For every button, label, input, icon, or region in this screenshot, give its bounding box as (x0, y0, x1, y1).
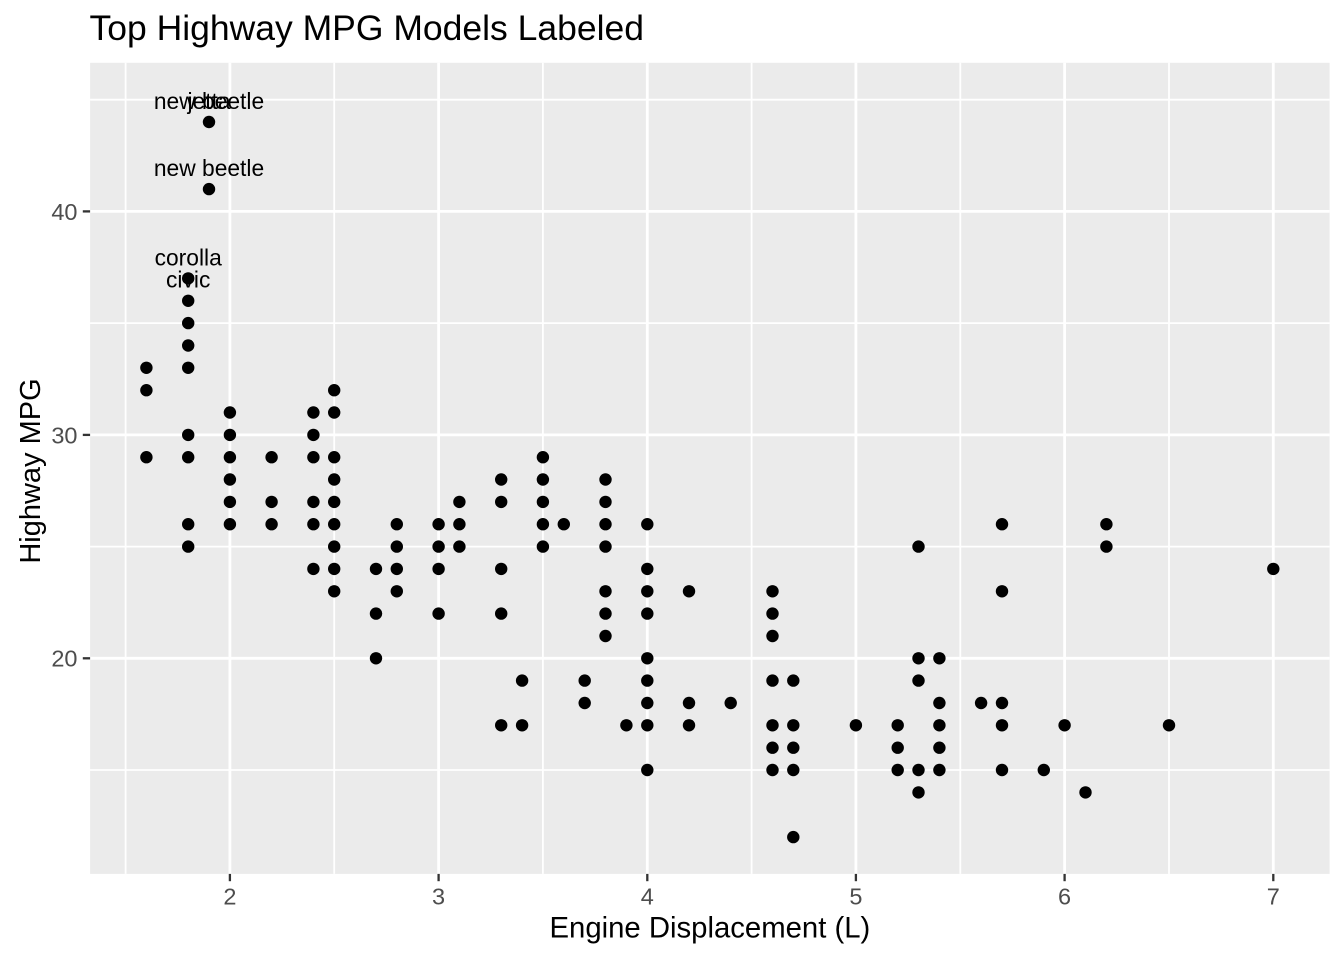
svg-text:civic: civic (166, 267, 210, 293)
svg-text:Highway MPG: Highway MPG (15, 378, 47, 563)
svg-text:jetta: jetta (186, 88, 230, 114)
svg-text:5: 5 (849, 883, 862, 909)
svg-text:corolla: corolla (155, 244, 222, 270)
svg-text:Engine Displacement (L): Engine Displacement (L) (550, 912, 871, 945)
svg-text:new beetle: new beetle (154, 155, 264, 181)
svg-text:40: 40 (51, 199, 77, 225)
svg-text:2: 2 (223, 883, 236, 909)
svg-text:3: 3 (432, 883, 445, 909)
svg-text:7: 7 (1267, 883, 1280, 909)
svg-text:6: 6 (1058, 883, 1071, 909)
svg-text:20: 20 (51, 646, 77, 672)
svg-text:new beetle: new beetle (154, 88, 264, 114)
svg-text:4: 4 (641, 883, 654, 909)
svg-text:30: 30 (51, 422, 77, 448)
svg-text:Top Highway MPG Models Labeled: Top Highway MPG Models Labeled (90, 8, 644, 48)
